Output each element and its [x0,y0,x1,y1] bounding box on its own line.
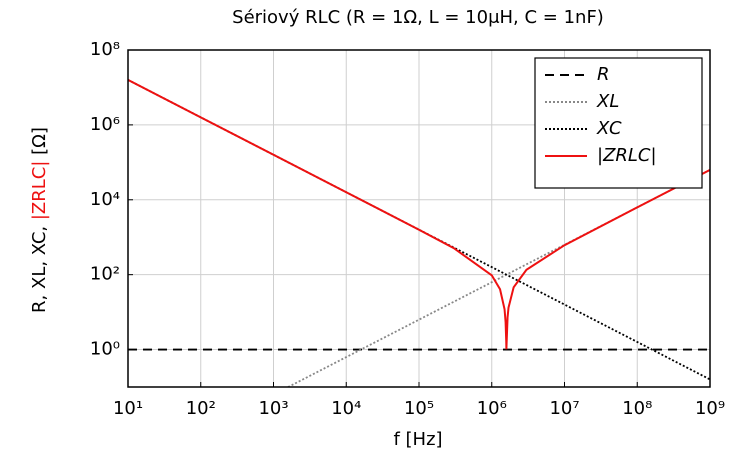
series-line [128,79,710,381]
x-tick-label: 10⁷ [549,398,579,419]
y-label-part: R, XL, XC, [29,220,50,313]
x-tick-label: 10⁵ [404,398,434,419]
y-tick-label: 10⁰ [90,339,120,360]
x-axis-label: f [Hz] [393,429,442,450]
plot-frame [127,49,711,388]
x-tick-label: 10¹ [113,398,143,419]
series-line [128,79,710,350]
x-tick-label: 10⁹ [695,398,725,419]
y-axis-label: R, XL, XC, |ZRLC| [Ω] [29,127,50,313]
y-label-part: |ZRLC| [29,161,50,221]
legend-label: |ZRLC| [597,145,657,166]
y-tick-label: 10² [90,264,120,285]
y-label-part: [Ω] [29,127,50,161]
legend-label: R [597,64,610,85]
x-tick-label: 10⁶ [477,398,507,419]
legend-label: XL [596,91,619,112]
x-tick-label: 10⁸ [622,398,652,419]
chart-title: Sériový RLC (R = 1Ω, L = 10μH, C = 1nF) [232,7,604,28]
legend-box [534,57,703,189]
x-tick-label: 10⁴ [331,398,361,419]
plot-area [128,79,710,387]
x-tick-label: 10² [186,398,216,419]
y-tick-label: 10⁶ [90,114,120,135]
legend-label: XC [596,118,622,139]
x-tick-label: 10³ [258,398,288,419]
y-tick-label: 10⁸ [90,39,120,60]
y-tick-label: 10⁴ [90,189,120,210]
